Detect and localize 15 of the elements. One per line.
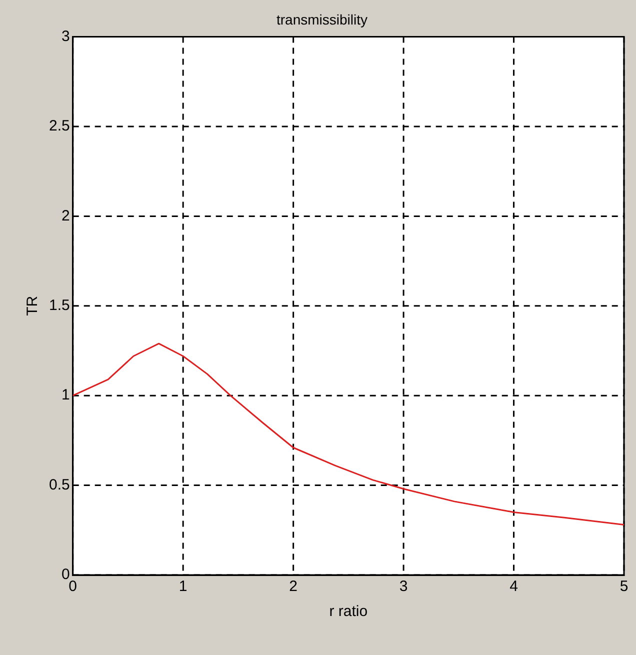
y-tick-label: 3	[62, 28, 70, 45]
x-tick-label: 1	[178, 578, 188, 596]
y-tick-label: 2.5	[48, 118, 70, 135]
x-tick-label: 5	[620, 578, 628, 596]
x-tick-label: 4	[510, 578, 518, 596]
y-tick-label: 0	[62, 566, 70, 584]
chart-title: transmissibility	[276, 11, 368, 28]
y-tick-label: 0.5	[48, 476, 70, 494]
y-axis-title: TR	[24, 296, 42, 316]
y-tick-label: 1	[62, 386, 70, 404]
x-tick-label: 2	[289, 578, 298, 596]
y-tick-label: 1.5	[48, 297, 70, 314]
x-tick-label: 3	[399, 578, 408, 596]
y-tick-label: 2	[62, 207, 70, 224]
x-axis-title: r ratio	[329, 603, 368, 620]
